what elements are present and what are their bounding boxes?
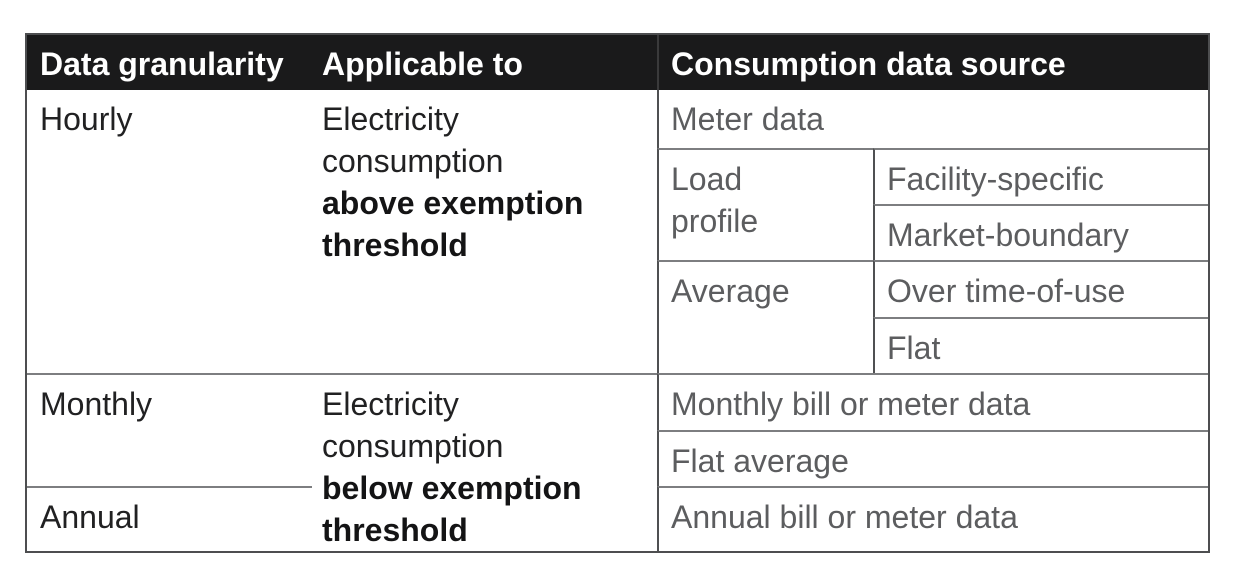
consumption-data-table: Data granularity Applicable to Consumpti… <box>25 33 1210 553</box>
cell-granularity-monthly: Monthly <box>27 373 312 486</box>
header-consumption-data-source: Consumption data source <box>657 35 1208 90</box>
cell-meter-data: Meter data <box>657 90 1208 148</box>
cell-granularity-hourly: Hourly <box>40 101 133 137</box>
applicable-below-bold-text: below exemption threshold <box>322 470 582 548</box>
applicable-hourly-bold-text: above exemption threshold <box>322 185 584 263</box>
cell-annual-bill: Annual bill or meter data <box>657 486 1208 551</box>
cell-monthly-bill: Monthly bill or meter data <box>657 373 1208 430</box>
cell-applicable-monthly-annual: Electricity consumption below exemption … <box>312 373 657 551</box>
cell-load-profile: Load profile <box>657 148 873 260</box>
header-data-granularity: Data granularity <box>27 35 312 90</box>
cell-applicable-hourly: Electricity consumption above exemption … <box>312 90 657 373</box>
cell-market-boundary: Market-boundary <box>873 204 1208 260</box>
header-applicable-to: Applicable to <box>312 35 657 90</box>
cell-facility-specific: Facility-specific <box>873 148 1208 204</box>
cell-granularity-annual: Annual <box>27 486 312 551</box>
cell-over-time-of-use: Over time-of-use <box>873 260 1208 317</box>
cell-average: Average <box>657 260 873 373</box>
applicable-below-regular-text: Electricity consumption <box>322 386 504 464</box>
cell-flat-average: Flat average <box>657 430 1208 486</box>
cell-flat: Flat <box>873 317 1208 373</box>
applicable-hourly-regular-text: Electricity consumption <box>322 101 504 179</box>
